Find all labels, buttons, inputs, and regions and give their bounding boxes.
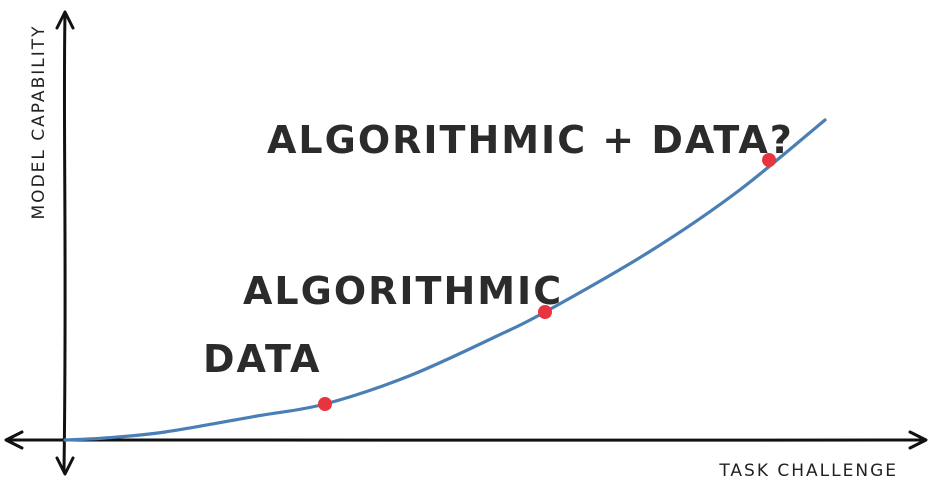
- y-axis-line: [62, 12, 67, 472]
- label-algorithmic-plus-data: ALGORITHMIC + DATA?: [267, 118, 794, 162]
- point-data: [318, 397, 332, 411]
- label-algorithmic: ALGORITHMIC: [243, 269, 563, 313]
- y-axis-label: MODEL CAPABILITY: [29, 25, 49, 220]
- data-points: [318, 153, 776, 411]
- y-axis-arrow-bottom: [55, 456, 75, 476]
- data-point-labels: DATA ALGORITHMIC ALGORITHMIC + DATA?: [203, 118, 794, 381]
- label-data: DATA: [203, 337, 321, 381]
- x-axis-arrow-right: [908, 430, 928, 450]
- x-axis-line: [6, 437, 926, 442]
- x-axis-arrow-left: [4, 430, 24, 450]
- y-axis-arrow-top: [55, 10, 75, 30]
- point-algorithmic: [538, 305, 552, 319]
- point-algorithmic-plus-data: [762, 153, 776, 167]
- x-axis-label: TASK CHALLENGE: [718, 461, 898, 481]
- capability-curve: [63, 118, 827, 442]
